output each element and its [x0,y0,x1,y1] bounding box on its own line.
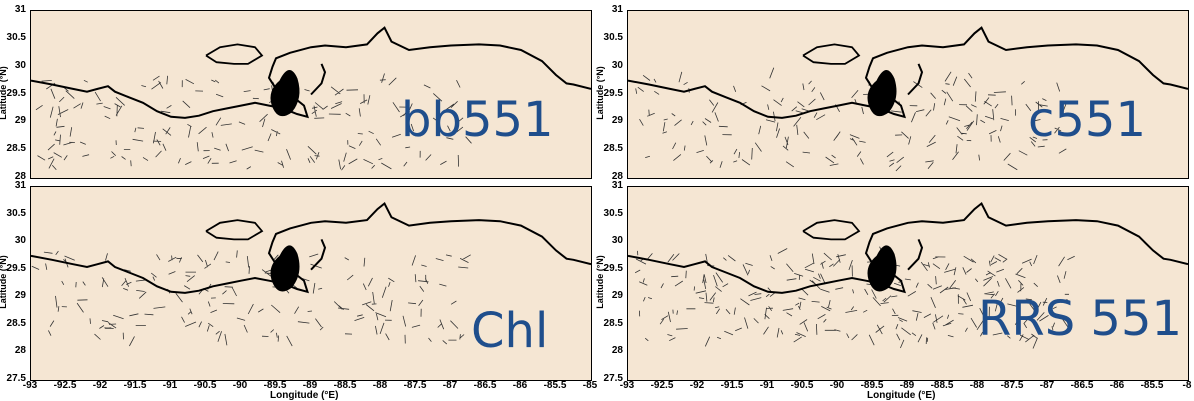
x-tick-label: -90 [829,380,845,391]
parameter-label: Chl [471,303,549,359]
y-tick-label: 30 [611,235,623,247]
barrier-island-arc [310,63,327,96]
x-tick-label: -86 [512,380,528,391]
x-tick-label: -92 [92,380,108,391]
parameter-label: RRS 551 [978,291,1183,347]
y-axis-label: Latitude (°N) [0,254,8,309]
y-tick-label: 30.5 [6,31,26,43]
x-tick-label: -87.5 [1000,380,1024,391]
y-tick-label: 28 [14,171,26,182]
y-tick-label: 28.5 [6,317,26,329]
y-tick-label: 30 [611,59,623,71]
x-tick-label: -92.5 [53,380,77,391]
barrier-island-arc [907,63,924,96]
lake-outline [802,43,861,65]
y-tick-label: 29.5 [6,87,26,99]
delta-marsh [867,245,897,292]
x-tick-label: -91.5 [123,380,147,391]
coastline [31,201,591,294]
coastline-map [628,201,1188,349]
x-tick-label: -88 [372,380,388,391]
x-tick-label: -93 [22,380,38,391]
delta-marsh [270,245,300,292]
y-tick-label: 27.5 [6,373,26,384]
y-tick-label: 30.5 [603,31,623,43]
x-tick-label: -88.5 [930,380,954,391]
y-tick-label: 30 [14,235,26,247]
y-tick-label: 31 [14,4,26,15]
x-tick-label: -92.5 [650,380,674,391]
y-tick-label: 28 [611,345,623,357]
y-tick-label: 28 [611,171,623,182]
delta-marsh [270,70,300,117]
y-tick-label: 29 [611,115,623,127]
y-tick-label: 29.5 [603,87,623,99]
y-tick-label: 31 [14,180,26,191]
x-tick-label: -85.5 [543,380,567,391]
map-plot-area: Chl [30,186,592,381]
x-tick-label: -91 [162,380,178,391]
parameter-label: bb551 [401,92,554,148]
lake-outline [802,219,861,241]
x-tick-label: -88 [969,380,985,391]
y-tick-label: 29.5 [6,262,26,274]
x-tick-label: -87 [1039,380,1055,391]
x-tick-label: -91.5 [720,380,744,391]
x-tick-label: -90.5 [193,380,217,391]
map-plot-area: RRS 551 [627,186,1189,381]
y-tick-label: 28.5 [6,143,26,155]
y-tick-label: 27.5 [603,373,623,384]
x-axis-label: Longitude (°E) [270,390,339,401]
x-tick-label: -86.5 [1070,380,1094,391]
lake-outline [205,43,264,65]
lake-outline [205,219,264,241]
x-tick-label: -89.5 [263,380,287,391]
x-tick-label: -85.5 [1140,380,1164,391]
x-axis-label: Longitude (°E) [867,390,936,401]
x-tick-label: -92 [689,380,705,391]
y-tick-label: 31 [611,180,623,191]
coastline-map [31,26,591,171]
y-axis-label: Latitude (°N) [595,65,605,120]
y-tick-label: 30.5 [603,207,623,219]
x-tick-label: -90.5 [790,380,814,391]
x-tick-label: -8 [1182,380,1192,391]
y-tick-label: 31 [611,4,623,15]
vector-arrows [635,67,1067,172]
x-tick-label: -91 [759,380,775,391]
y-axis-label: Latitude (°N) [0,65,8,120]
parameter-label: c551 [1028,92,1147,148]
x-tick-label: -86.5 [473,380,497,391]
current-vectors [634,246,1075,349]
y-tick-label: 28.5 [603,143,623,155]
y-tick-label: 30.5 [6,207,26,219]
x-tick-label: -85 [582,380,598,391]
x-tick-label: -89 [899,380,915,391]
y-tick-label: 28 [14,345,26,357]
x-tick-label: -87.5 [403,380,427,391]
y-tick-label: 28.5 [603,317,623,329]
y-tick-label: 30 [14,59,26,71]
x-tick-label: -86 [1109,380,1125,391]
barrier-island-arc [310,239,327,271]
y-tick-label: 29 [611,290,623,302]
vector-arrows [634,246,1075,349]
current-vectors [635,67,1067,172]
coastline-map [628,26,1188,172]
x-tick-label: -88.5 [333,380,357,391]
x-tick-label: -89.5 [860,380,884,391]
x-tick-label: -89 [302,380,318,391]
map-plot-area: bb551 [30,10,592,179]
map-plot-area: c551 [627,10,1189,179]
barrier-island-arc [907,239,924,271]
delta-marsh [867,70,897,117]
x-tick-label: -93 [619,380,635,391]
x-tick-label: -87 [442,380,458,391]
y-axis-label: Latitude (°N) [595,254,605,309]
y-tick-label: 29 [14,290,26,302]
x-tick-label: -90 [232,380,248,391]
y-tick-label: 29.5 [603,262,623,274]
coastline-map [31,201,591,347]
y-tick-label: 29 [14,115,26,127]
